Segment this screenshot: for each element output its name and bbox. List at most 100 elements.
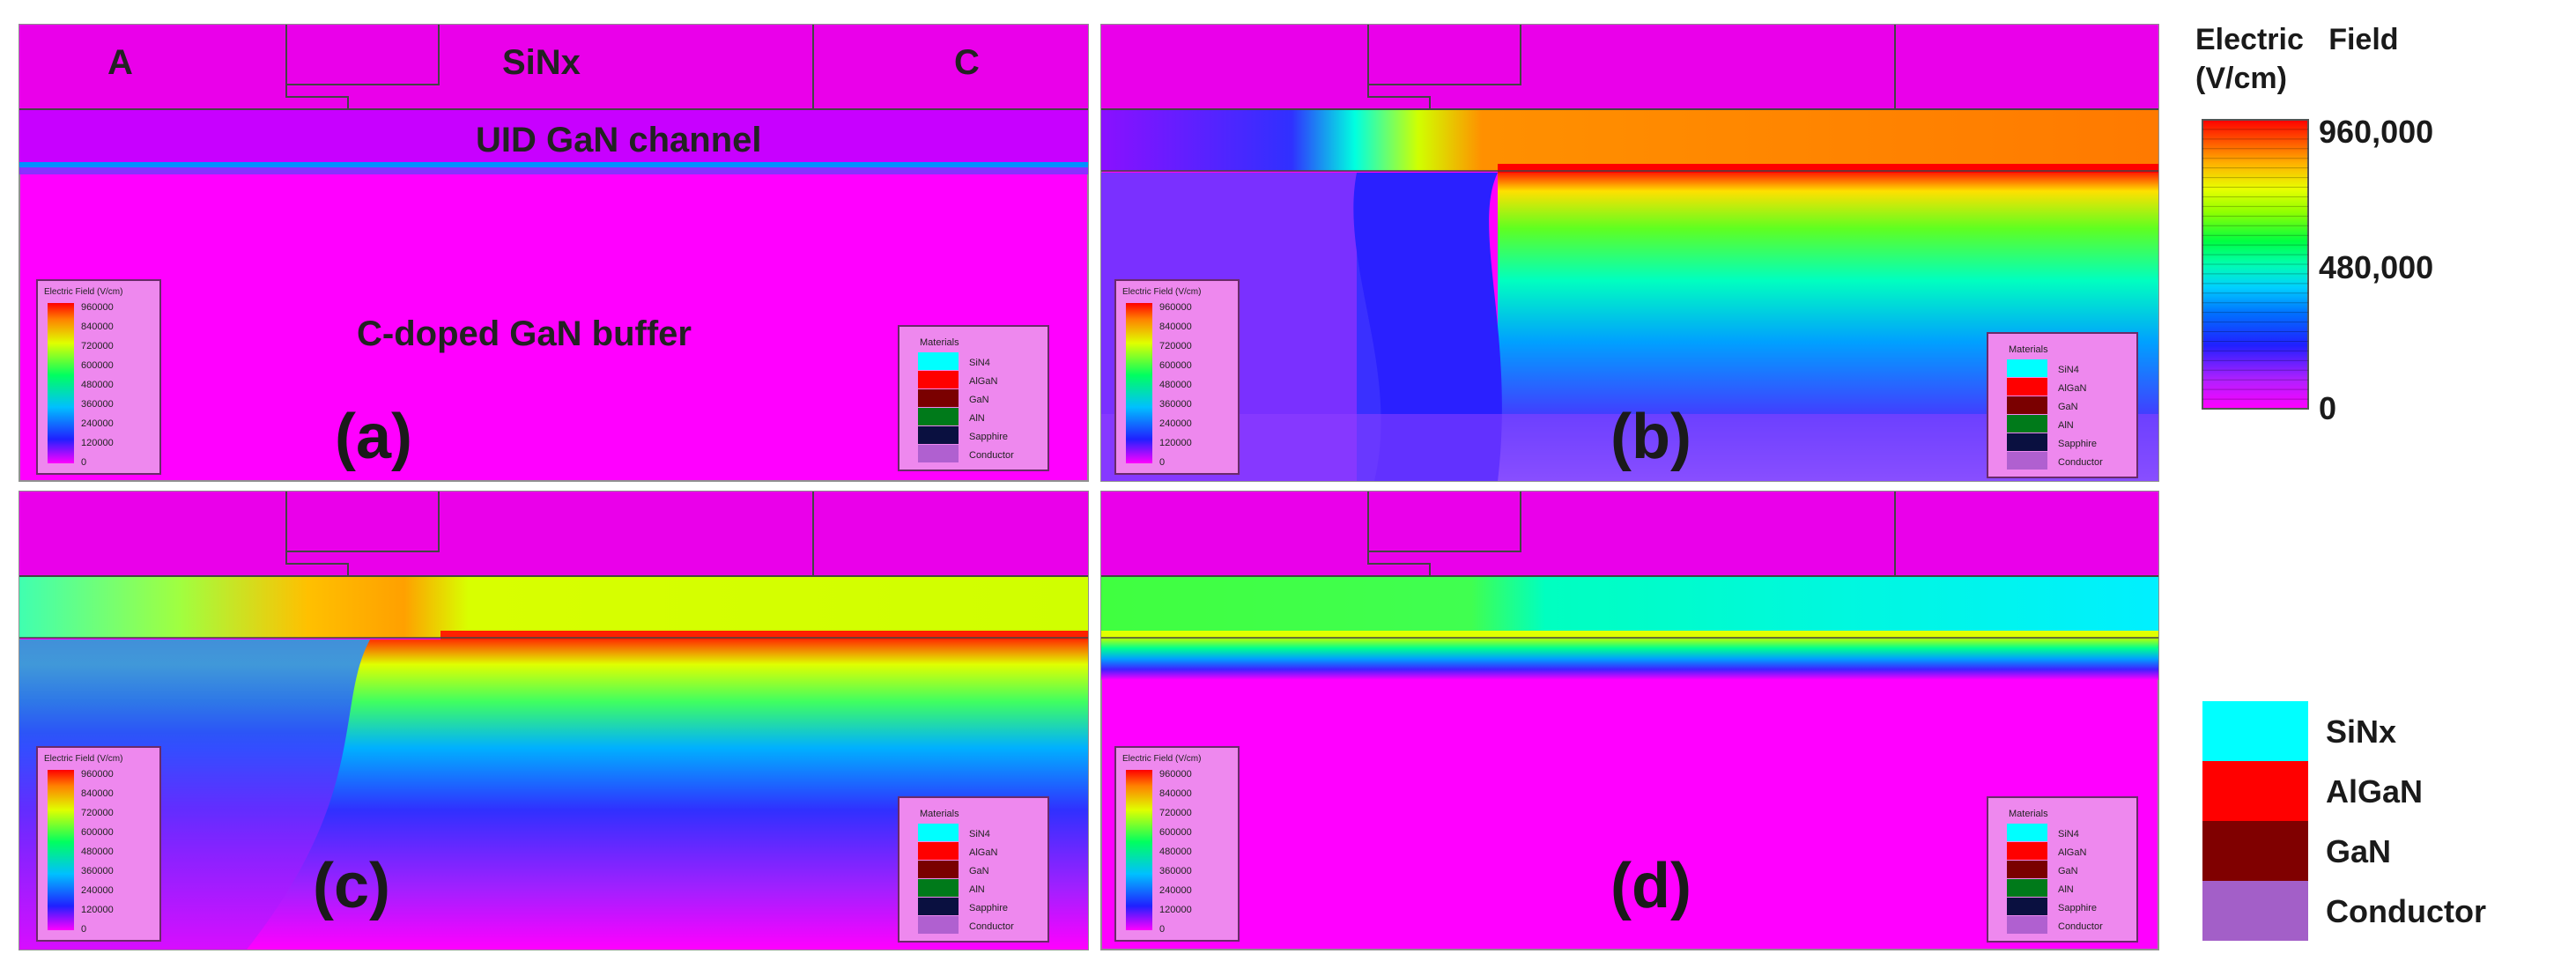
inset-materials-swatch [918, 916, 959, 934]
panel-b-gate-outline [1367, 25, 1896, 109]
inset-field-legend: Electric Field (V/cm) 960000 840000 720000 6… [36, 279, 161, 475]
inset-field-tick: 0 [1159, 924, 1165, 935]
inset-field-title: Electric Field (V/cm) [1122, 287, 1201, 297]
panel-c-channel [19, 576, 1088, 638]
panel-b-sinx-layer [1101, 25, 2158, 109]
inset-materials-label: SiN4 [2058, 365, 2079, 375]
inset-field-tick: 720000 [1159, 808, 1192, 818]
inset-field-tick: 480000 [81, 847, 114, 857]
inset-materials-label: AlGaN [2058, 383, 2086, 394]
materials-key: SiNx AlGaN GaN Conductor [2202, 701, 2486, 941]
colorbar-gradient [2202, 119, 2309, 410]
inset-materials-label: SiN4 [2058, 829, 2079, 839]
inset-materials-label: SiN4 [969, 358, 990, 368]
inset-materials-swatch [2007, 452, 2047, 470]
inset-field-tick: 600000 [1159, 827, 1192, 838]
inset-materials-swatch [918, 352, 959, 370]
inset-field-tick: 600000 [81, 360, 114, 371]
inset-field-tick: 360000 [81, 399, 114, 410]
inset-materials-label: GaN [969, 395, 989, 405]
inset-field-title: Electric Field (V/cm) [44, 287, 122, 297]
inset-materials-label: Conductor [969, 921, 1014, 932]
inset-field-tick: 600000 [1159, 360, 1192, 371]
panel-a-2deg-line [19, 162, 1088, 167]
inset-materials-label: AlN [2058, 420, 2074, 431]
inset-field-tick: 0 [81, 924, 86, 935]
inset-materials-swatch [918, 445, 959, 462]
inset-field-tick: 240000 [81, 418, 114, 429]
panel-a-buffer-label: C-doped GaN buffer [357, 314, 692, 353]
inset-field-tick: 720000 [81, 341, 114, 351]
inset-field-tick: 960000 [1159, 769, 1192, 780]
inset-field-tick: 360000 [81, 866, 114, 876]
panel-a-gate-outline [285, 25, 814, 109]
inset-field-tick: 840000 [1159, 322, 1192, 332]
materials-key-swatch [2202, 821, 2308, 881]
inset-field-tick: 120000 [1159, 438, 1192, 448]
inset-materials-label: GaN [2058, 866, 2078, 876]
inset-field-tick: 360000 [1159, 399, 1192, 410]
inset-field-tick: 120000 [81, 438, 114, 448]
inset-materials-swatch [2007, 861, 2047, 878]
panel-d: (d) [1100, 491, 2159, 950]
panel-a-2deg-glow [19, 167, 1088, 174]
inset-materials-swatch [2007, 396, 2047, 414]
inset-materials-legend: Materials SiN4 AlGaN GaN AlN Sapphire Conducto… [1987, 796, 2138, 943]
inset-field-legend: Electric Field (V/cm) 960000 840000 720000 6… [1114, 746, 1240, 942]
inset-materials-swatch [918, 824, 959, 841]
panel-d-buffer-band [1101, 638, 2158, 680]
inset-materials-swatch [918, 842, 959, 860]
materials-key-label: GaN [2326, 833, 2391, 869]
inset-materials-legend: Materials SiN4 AlGaN GaN AlN Sapphire Conducto… [898, 325, 1049, 471]
panel-b-channel [1101, 109, 2158, 171]
colorbar-tick-min: 0 [2319, 390, 2336, 426]
inset-materials-swatch [918, 426, 959, 444]
inset-field-tick: 840000 [1159, 788, 1192, 799]
inset-field-gradient [1126, 303, 1152, 463]
inset-field-tick: 960000 [81, 302, 114, 313]
inset-field-tick: 480000 [1159, 847, 1192, 857]
inset-materials-title: Materials [920, 809, 959, 819]
panel-d-label: (d) [1610, 851, 1691, 921]
panel-d-sinx-layer [1101, 492, 2158, 576]
inset-field-tick: 960000 [81, 769, 114, 780]
panel-a-sinx-layer [19, 25, 1088, 109]
inset-legends: Electric Field (V/cm) 960000 840000 720000 6… [36, 279, 2138, 943]
inset-materials-label: GaN [2058, 402, 2078, 412]
inset-field-tick: 840000 [81, 322, 114, 332]
inset-materials-swatch [2007, 433, 2047, 451]
panel-b-label: (b) [1610, 402, 1691, 472]
inset-materials-label: SiN4 [969, 829, 990, 839]
inset-materials-swatch [2007, 359, 2047, 377]
inset-materials-legend: Materials SiN4 AlGaN GaN AlN Sapphire Conducto… [898, 796, 1049, 943]
inset-materials-swatch [2007, 378, 2047, 396]
inset-field-tick: 240000 [81, 885, 114, 896]
inset-field-tick: 720000 [1159, 341, 1192, 351]
panel-a-contact-c: C [954, 43, 980, 82]
colorbar-title-line1: Electric Field [2195, 23, 2399, 56]
inset-materials-swatch [2007, 842, 2047, 860]
inset-field-gradient [1126, 770, 1152, 930]
panel-b: (b) [1100, 24, 2159, 482]
inset-materials-label: AlGaN [969, 847, 997, 858]
inset-field-tick: 240000 [1159, 885, 1192, 896]
field-colorbar: Electric Field (V/cm) 960,000 480,000 0 [2195, 23, 2433, 426]
colorbar-tick-mid: 480,000 [2319, 249, 2433, 285]
inset-field-tick: 240000 [1159, 418, 1192, 429]
inset-materials-label: AlGaN [969, 376, 997, 387]
inset-materials-swatch [918, 879, 959, 897]
inset-field-tick: 600000 [81, 827, 114, 838]
inset-field-tick: 0 [1159, 457, 1165, 468]
inset-field-tick: 0 [81, 457, 86, 468]
inset-field-tick: 360000 [1159, 866, 1192, 876]
inset-field-legend: Electric Field (V/cm) 960000 840000 720000 6… [36, 746, 161, 942]
inset-materials-title: Materials [920, 337, 959, 348]
panel-c-label: (c) [313, 851, 390, 921]
inset-materials-label: Sapphire [969, 432, 1008, 442]
inset-materials-swatch [2007, 415, 2047, 433]
inset-field-tick: 120000 [1159, 905, 1192, 915]
inset-materials-legend: Materials SiN4 AlGaN GaN AlN Sapphire Conducto… [1987, 332, 2138, 478]
inset-field-legend: Electric Field (V/cm) 960000 840000 720000 6… [1114, 279, 1240, 475]
inset-materials-label: Conductor [2058, 457, 2103, 468]
materials-key-swatch [2202, 881, 2308, 941]
